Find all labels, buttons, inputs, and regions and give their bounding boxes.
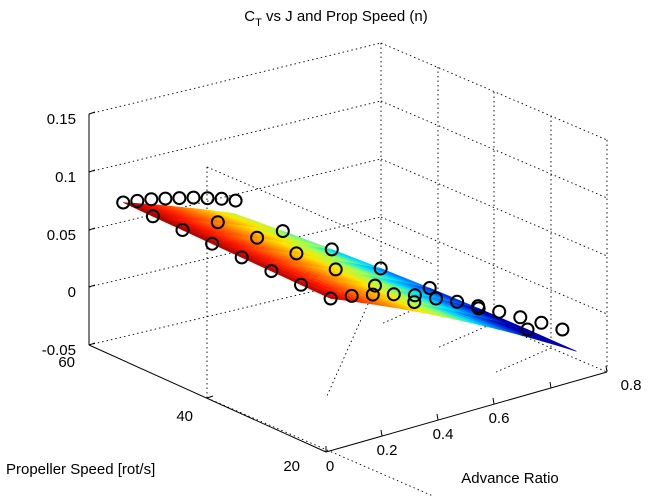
x-tick-label: 0: [326, 458, 334, 475]
data-point-marker: [492, 304, 507, 319]
data-point-marker: [116, 195, 131, 210]
data-point-marker: [422, 281, 437, 295]
data-point-marker: [175, 223, 190, 237]
x-tick-labels: 0 0.2 0.4 0.6 0.8: [326, 377, 642, 475]
data-point-marker: [328, 262, 343, 277]
data-point-marker: [144, 192, 159, 207]
x-tick-label: 0.4: [433, 426, 454, 443]
data-point-marker: [407, 288, 422, 303]
data-point-marker: [520, 322, 535, 337]
data-point-marker: [234, 250, 249, 265]
x-tick-label: 0.8: [621, 377, 642, 394]
data-point-marker: [344, 288, 359, 303]
z-tick-label: 0.15: [47, 111, 76, 128]
data-point-marker: [130, 193, 145, 208]
tick-marks: [88, 111, 608, 452]
data-point-marker: [450, 294, 465, 309]
data-point-marker: [250, 230, 265, 245]
surface-patch: [228, 212, 283, 232]
z-tick-labels: 0.15 0.1 0.05 0 -0.05: [42, 111, 76, 359]
data-point-marker: [186, 190, 201, 205]
data-point-marker: [264, 264, 279, 279]
data-point-marker: [214, 191, 229, 206]
data-point-marker: [386, 287, 401, 302]
data-point-marker: [228, 193, 243, 208]
data-point-marker: [407, 295, 422, 310]
y-tick-label: 60: [58, 354, 75, 371]
data-point-marker: [324, 242, 339, 257]
data-point-marker: [323, 291, 338, 306]
y-axis-label: Propeller Speed [rot/s]: [6, 461, 155, 478]
chart-title: CT vs J and Prop Speed (n): [244, 8, 428, 29]
data-point-marker: [471, 301, 486, 316]
data-point-marker: [210, 215, 225, 230]
data-point-marker: [158, 191, 173, 206]
y-tick-labels: 60 40 20: [58, 354, 300, 475]
z-tick-label: 0: [68, 284, 76, 301]
x-axis-label: Advance Ratio: [461, 470, 559, 487]
data-point-marker: [365, 287, 380, 302]
data-point-marker: [373, 261, 388, 276]
data-point-marker: [513, 310, 528, 325]
z-tick-label: -0.05: [42, 342, 76, 359]
data-point-marker: [275, 224, 290, 239]
data-point-marker: [289, 246, 304, 261]
data-point-marker: [172, 191, 187, 206]
data-point-marker: [145, 209, 160, 224]
data-point-marker: [200, 191, 215, 206]
data-point-marker: [555, 322, 570, 337]
ct-surface: [123, 202, 577, 352]
data-point-marker: [534, 315, 549, 330]
z-tick-label: 0.1: [55, 169, 76, 186]
y-tick-label: 40: [176, 408, 193, 425]
data-point-marker: [429, 291, 443, 306]
grid-lines: [88, 42, 608, 497]
data-point-marker: [205, 236, 220, 251]
z-tick-label: 0.05: [47, 227, 76, 244]
y-tick-label: 20: [283, 458, 300, 475]
data-markers: [116, 190, 570, 337]
data-point-marker: [368, 278, 382, 293]
x-tick-label: 0.6: [489, 410, 510, 427]
x-tick-label: 0.2: [377, 442, 398, 459]
data-point-marker: [294, 277, 308, 292]
